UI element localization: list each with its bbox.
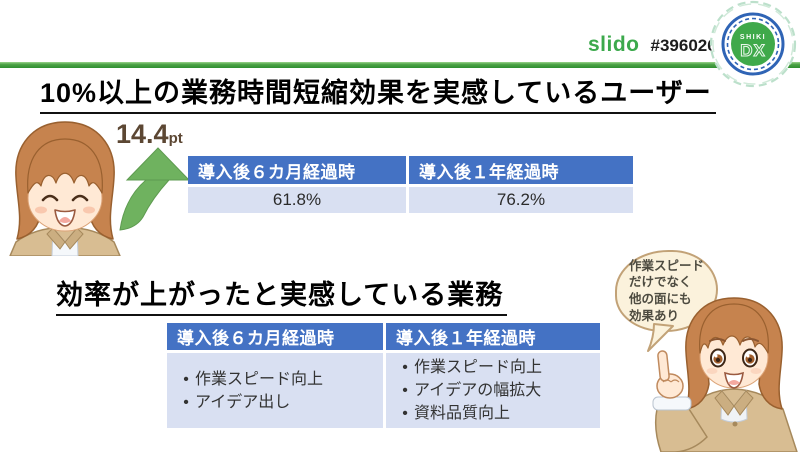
table2-cell-1year: • 作業スピード向上 • アイデアの幅拡大 • 資料品質向上 [386,353,600,428]
table-efficiency-tasks: 導入後６カ月経過時 導入後１年経過時 • 作業スピード向上 • アイデア出し • 作業… [167,323,600,428]
list-item-label: 作業スピード向上 [414,359,543,376]
list-item: • 作業スピード向上 [396,356,596,379]
character-left-icon [8,121,122,257]
speech-bubble-line: 効果あり [629,308,680,323]
character-right-icon [652,297,798,452]
table2-header-6months: 導入後６カ月経過時 [167,323,383,350]
table-time-saving: 導入後６カ月経過時 導入後１年経過時 61.8% 76.2% [188,156,633,213]
speech-bubble: 作業スピード だけでなく 他の面にも 効果あり [615,250,718,332]
delta-unit: pt [168,130,183,147]
list-item-label: アイデアの幅拡大 [414,382,542,399]
list-item: • 作業スピード向上 [177,368,379,391]
up-arrow-svg [119,147,191,231]
list-item: • アイデア出し [177,391,379,414]
section1-title: 10%以上の業務時間短縮効果を実感しているユーザー [40,78,716,115]
logo-main-text: DX [740,41,766,60]
table2-cell-6months: • 作業スピード向上 • アイデア出し [167,353,383,428]
table2-header-1year: 導入後１年経過時 [386,323,600,350]
bullet-icon: • [402,359,408,376]
list-item-label: アイデア出し [195,393,291,411]
shiki-dx-logo: SHIKI DX [708,0,798,94]
list-item-label: 作業スピード向上 [195,370,324,388]
bullet-icon: • [402,382,408,399]
speech-bubble-line: 他の面にも [629,292,692,306]
top-accent-bar [0,62,800,68]
table1-header-6months: 導入後６カ月経過時 [188,156,406,184]
list-item: • アイデアの幅拡大 [396,379,596,402]
slido-header: slido #3960266 [588,33,726,57]
shiki-dx-logo-icon: SHIKI DX [709,0,797,88]
task-list-6months: • 作業スピード向上 • アイデア出し [177,368,379,414]
logo-top-text: SHIKI [740,34,766,41]
list-item: • 資料品質向上 [396,402,596,425]
bullet-icon: • [402,405,408,422]
table1-header-1year: 導入後１年経過時 [409,156,633,184]
slido-wordmark: slido [588,33,640,56]
delta-value: 14.4 [116,119,169,149]
task-list-1year: • 作業スピード向上 • アイデアの幅拡大 • 資料品質向上 [396,356,596,425]
up-arrow-icon [108,147,192,238]
list-item-label: 資料品質向上 [414,405,511,422]
character-left-illustration [0,115,130,261]
delta-stat: 14.4pt [116,119,183,150]
speech-bubble-tail [646,323,676,358]
bullet-icon: • [183,393,189,411]
table1-value-1year: 76.2% [409,187,633,213]
bullet-icon: • [183,370,189,388]
speech-bubble-tail-icon [647,323,674,352]
character-right-illustration [633,293,800,452]
slido-event-code: #3960266 [650,36,727,55]
table1-value-6months: 61.8% [188,187,406,213]
speech-bubble-line: 作業スピード [629,258,705,273]
section2-title: 効率が上がったと実感している業務 [56,280,508,317]
speech-bubble-line: だけでなく [629,275,692,290]
